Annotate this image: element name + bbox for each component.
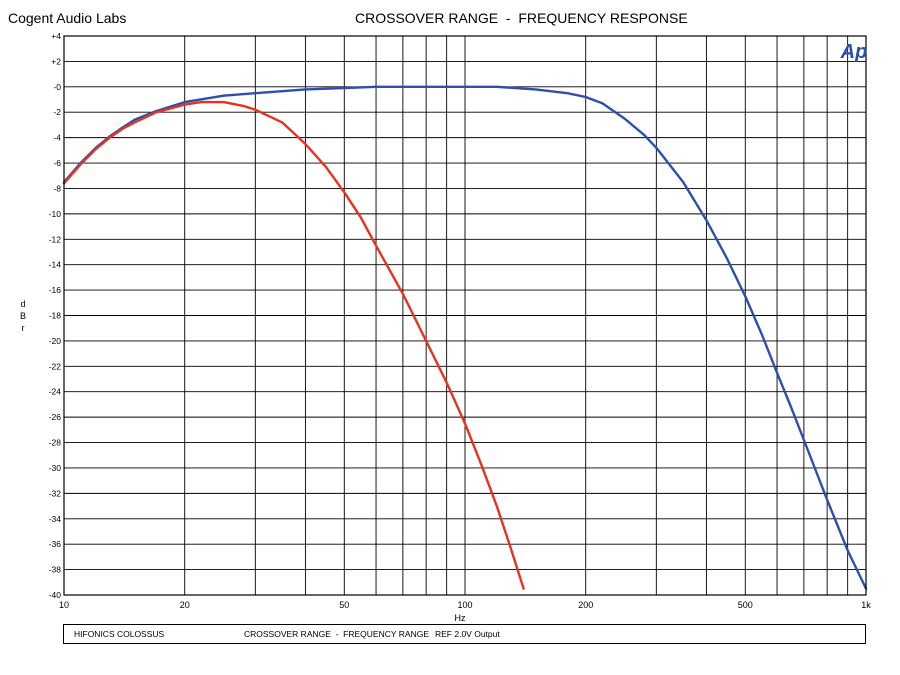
y-tick-label: -6 — [53, 158, 61, 168]
x-tick-label: 200 — [578, 600, 593, 610]
footer-device: HIFONICS COLOSSUS — [74, 629, 165, 639]
x-tick-label: 20 — [180, 600, 190, 610]
series-layer — [62, 85, 868, 590]
y-tick-label: +4 — [51, 31, 61, 41]
y-tick-label: -10 — [49, 209, 62, 219]
y-tick-label: -40 — [49, 590, 62, 600]
y-tick-label: -12 — [49, 234, 62, 244]
y-tick-label: -2 — [53, 107, 61, 117]
x-axis-label: Hz — [455, 613, 466, 623]
footer-test-name: CROSSOVER RANGE - FREQUENCY RANGE — [244, 629, 429, 639]
x-tick-label: 1k — [861, 600, 871, 610]
y-tick-label: -38 — [49, 565, 62, 575]
y-axis-label-char: d — [20, 299, 26, 309]
y-tick-label: +2 — [51, 56, 61, 66]
y-tick-label: -24 — [49, 387, 62, 397]
y-tick-label: -14 — [49, 260, 62, 270]
x-tick-label: 100 — [457, 600, 472, 610]
y-tick-label: -22 — [49, 361, 62, 371]
series-line-2 — [62, 100, 525, 590]
y-tick-label: -30 — [49, 463, 62, 473]
chart-title: CROSSOVER RANGE - FREQUENCY RESPONSE — [355, 10, 688, 26]
series-line-1 — [62, 85, 868, 590]
y-tick-label: -36 — [49, 539, 62, 549]
y-tick-label: -20 — [49, 336, 62, 346]
y-axis-label: d B r — [18, 298, 28, 334]
y-tick-label: -32 — [49, 488, 62, 498]
y-axis-label-char: B — [19, 311, 26, 321]
y-axis-label-char: r — [21, 323, 25, 333]
y-tick-label: -34 — [49, 514, 62, 524]
y-tick-label: -0 — [53, 82, 61, 92]
tick-labels: +4 +2 -0 -2 -4 -6 -8 -10 -12 -14 -16 -18 -20 -22 -24 -2… — [49, 31, 872, 610]
y-tick-label: -28 — [49, 438, 62, 448]
y-tick-label: -4 — [53, 133, 61, 143]
y-tick-label: -26 — [49, 412, 62, 422]
plot-frame — [63, 35, 867, 596]
y-tick-label: -8 — [53, 183, 61, 193]
footer-info-bar: HIFONICS COLOSSUS CROSSOVER RANGE - FREQ… — [63, 624, 866, 644]
x-tick-label: 500 — [738, 600, 753, 610]
grid — [64, 35, 866, 596]
y-tick-label: -18 — [49, 311, 62, 321]
company-name: Cogent Audio Labs — [8, 10, 127, 26]
ap-logo-icon: Ap — [840, 41, 868, 63]
x-tick-label: 50 — [339, 600, 349, 610]
x-tick-label: 10 — [59, 600, 69, 610]
footer-reference: REF 2.0V Output — [435, 629, 500, 639]
y-tick-label: -16 — [49, 285, 62, 295]
